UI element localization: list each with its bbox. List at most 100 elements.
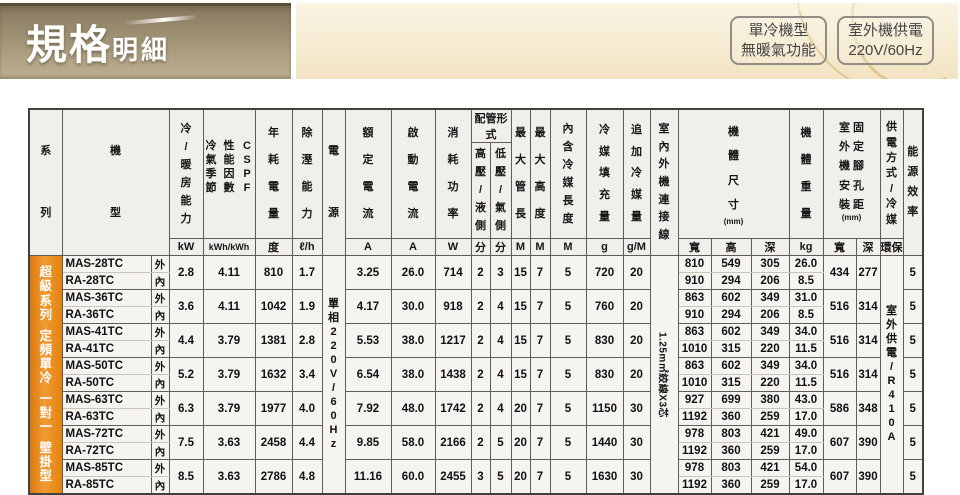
indoor-weight-value: 11.5 — [788, 374, 824, 392]
max-height-value: 7 — [529, 323, 551, 358]
rated-current-value: 6.54 — [344, 357, 392, 392]
cspf-value: 3.79 — [202, 357, 256, 392]
indoor-width-value: 910 — [677, 306, 712, 324]
unit-dim-depth: 深 — [750, 238, 790, 256]
badge-line: 220V/60Hz — [848, 41, 923, 59]
max-height-value: 7 — [529, 357, 551, 392]
power-consumption-value: 1438 — [434, 357, 472, 392]
foot-width-value: 516 — [822, 323, 857, 358]
outdoor-depth-value: 349 — [750, 323, 790, 341]
spec-row-indoor: RA-72TC 內 1192 360 259 17.0 — [29, 442, 923, 460]
unit-dim-height: 高 — [710, 238, 752, 256]
additional-refrigerant-value: 20 — [622, 357, 651, 392]
badge-line: 室外機供電 — [847, 22, 923, 39]
unit-rated: A — [344, 238, 392, 256]
start-current-value: 58.0 — [390, 425, 436, 460]
badge-line: 單冷機型 — [748, 22, 809, 39]
unit-additional: g/M — [622, 238, 651, 256]
col-header-rated-current: 額定電流 — [344, 108, 392, 239]
refrigerant-charge-value: 720 — [585, 255, 624, 290]
indoor-model: RA-63TC — [61, 408, 152, 426]
start-current-value: 26.0 — [390, 255, 436, 290]
col-header-max-pipe-length: 最大管長 — [510, 108, 531, 239]
max-pipe-length-value: 20 — [510, 425, 531, 460]
pipe-high-value: 2 — [470, 255, 491, 290]
dehumidify-value: 4.4 — [291, 425, 323, 460]
start-current-value: 48.0 — [390, 391, 436, 426]
outdoor-width-value: 863 — [677, 323, 712, 341]
foot-depth-value: 390 — [855, 459, 881, 495]
col-header-power-source: 電源 — [321, 108, 346, 256]
foot-width-value: 607 — [822, 459, 857, 495]
refrigerant-charge-value: 1630 — [585, 459, 624, 495]
col-header-pipe-low: 低壓 / 氣側 — [489, 142, 512, 239]
col-header-energy-efficiency: 能源效率 — [902, 108, 924, 256]
outdoor-height-value: 803 — [710, 459, 752, 477]
outdoor-width-value: 927 — [677, 391, 712, 409]
indoor-weight-value: 17.0 — [788, 442, 824, 460]
col-header-weight: 機體重量 — [788, 108, 824, 239]
indoor-model: RA-36TC — [61, 306, 152, 324]
col-header-pipe-high: 高壓 / 液側 — [470, 142, 491, 239]
foot-depth-value: 277 — [855, 255, 881, 290]
dims-unit-mm: (mm) — [723, 217, 744, 226]
annual-kwh-value: 2786 — [254, 459, 293, 495]
indoor-width-value: 1192 — [677, 476, 712, 495]
indoor-model: RA-28TC — [61, 272, 152, 290]
energy-efficiency-value: 5 — [902, 289, 924, 324]
pipe-low-value: 4 — [489, 391, 512, 426]
capacity-value: 8.5 — [168, 459, 204, 495]
energy-efficiency-value: 5 — [902, 323, 924, 358]
indoor-tag: 內 — [150, 476, 170, 495]
indoor-tag: 內 — [150, 306, 170, 324]
additional-refrigerant-value: 30 — [622, 459, 651, 495]
spec-row-outdoor: MAS-41TC 外 4.4 3.79 1381 2.8 5.53 38.0 1217 2 4 15 7… — [29, 323, 924, 358]
outdoor-tag: 外 — [150, 289, 170, 307]
pipe-low-value: 4 — [489, 357, 512, 392]
page-title: 規格 明細 — [26, 11, 170, 71]
max-height-value: 7 — [529, 459, 551, 495]
col-header-capacity: 冷 / 暖房能力 — [168, 108, 204, 239]
unit-consumption: W — [434, 238, 472, 256]
outdoor-weight-value: 26.0 — [788, 255, 824, 273]
col-header-start-current: 啟動電流 — [390, 108, 436, 239]
outdoor-height-value: 699 — [710, 391, 752, 409]
unit-pipe-low: 分 — [489, 238, 512, 256]
outdoor-width-value: 863 — [677, 289, 712, 307]
page-title-main: 規格 — [26, 22, 112, 68]
max-pipe-length-value: 15 — [510, 289, 531, 324]
unit-max-height: M — [529, 238, 551, 256]
spec-row-outdoor: MAS-36TC 外 3.6 4.11 1042 1.9 4.17 30.0 918 2 4 15 7 5… — [29, 289, 924, 324]
spec-row-outdoor: MAS-85TC 外 8.5 3.63 2786 4.8 11.16 60.0 2455 3 5 20… — [29, 459, 924, 495]
max-height-value: 7 — [529, 391, 551, 426]
outdoor-weight-value: 31.0 — [788, 289, 824, 307]
spec-row-outdoor: MAS-72TC 外 7.5 3.63 2458 4.4 9.85 58.0 2166 2 5 20 7… — [29, 425, 924, 460]
cspf-value: 3.79 — [202, 323, 256, 358]
outdoor-depth-value: 349 — [750, 289, 790, 307]
outdoor-model: MAS-85TC — [61, 459, 152, 477]
max-pipe-length-value: 20 — [510, 459, 531, 495]
cspf-value: 3.63 — [202, 425, 256, 460]
col-header-annual-kwh: 年耗電量 — [254, 108, 293, 239]
outdoor-model: MAS-28TC — [61, 255, 152, 273]
foot-depth-value: 314 — [855, 323, 881, 358]
dehumidify-value: 4.8 — [291, 459, 323, 495]
annual-kwh-value: 1381 — [254, 323, 293, 358]
max-pipe-length-value: 15 — [510, 357, 531, 392]
indoor-model: RA-85TC — [61, 476, 152, 495]
outdoor-depth-value: 421 — [750, 459, 790, 477]
outdoor-tag: 外 — [150, 357, 170, 375]
included-refrigerant-length-value: 5 — [549, 459, 587, 495]
indoor-tag: 內 — [150, 272, 170, 290]
indoor-depth-value: 206 — [750, 306, 790, 324]
col-header-supply-refrigerant: 供電方式 / 冷媒 — [879, 108, 904, 239]
refrigerant-charge-value: 760 — [585, 289, 624, 324]
rated-current-value: 5.53 — [344, 323, 392, 358]
unit-max-pipe: M — [510, 238, 531, 256]
foot-width-value: 516 — [822, 289, 857, 324]
indoor-weight-value: 8.5 — [788, 272, 824, 290]
indoor-width-value: 1010 — [677, 374, 712, 392]
indoor-weight-value: 17.0 — [788, 408, 824, 426]
